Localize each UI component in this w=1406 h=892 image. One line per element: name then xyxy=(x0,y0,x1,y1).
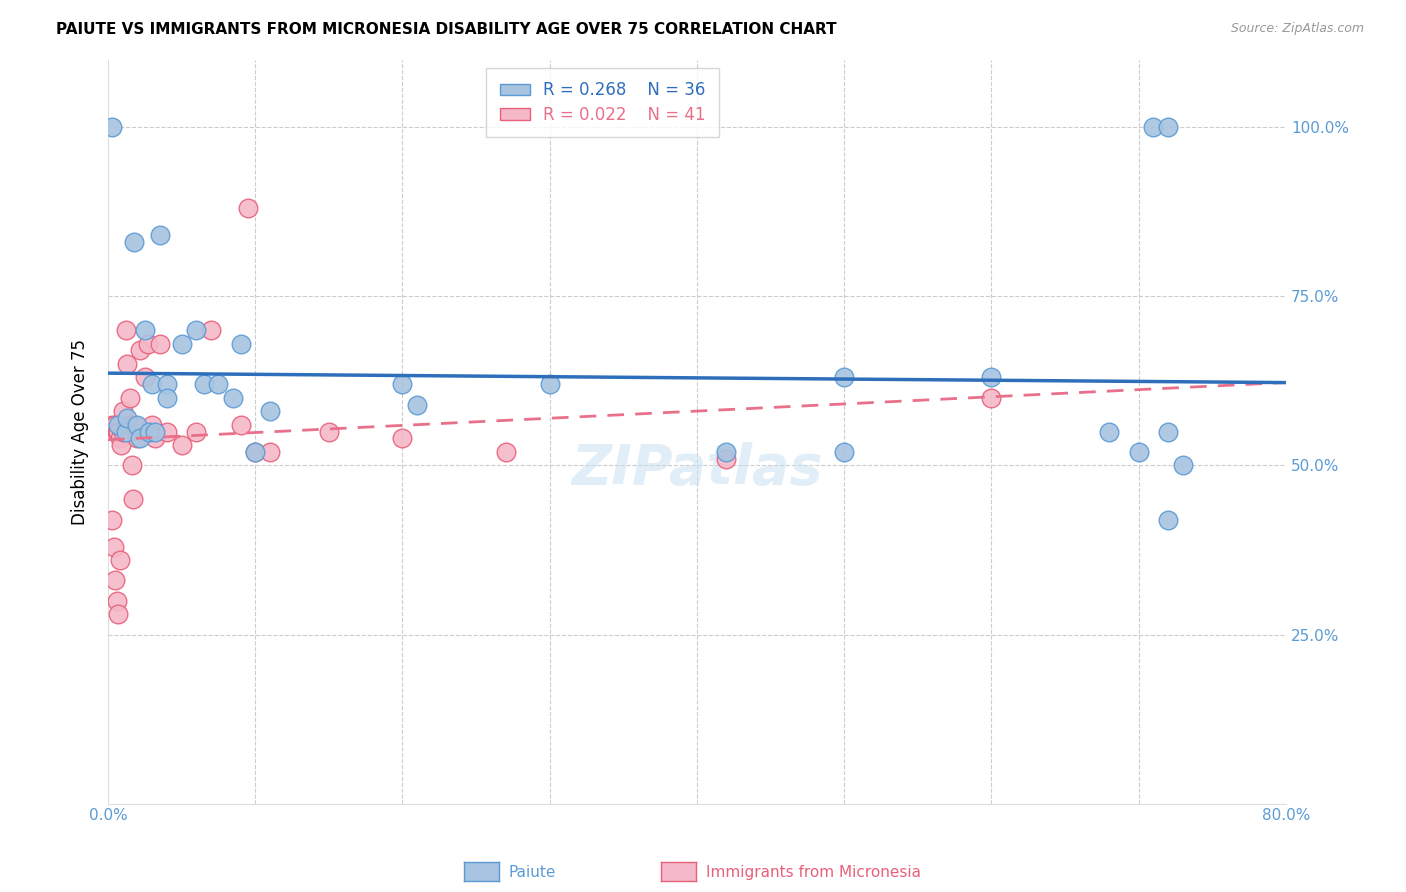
Point xyxy=(156,377,179,392)
Point xyxy=(114,425,136,439)
Point xyxy=(391,377,413,392)
Point xyxy=(156,425,179,439)
Point xyxy=(108,553,131,567)
Point xyxy=(1157,512,1180,526)
Point xyxy=(115,411,138,425)
Point xyxy=(980,391,1002,405)
Y-axis label: Disability Age Over 75: Disability Age Over 75 xyxy=(72,339,89,524)
Point xyxy=(716,445,738,459)
Point xyxy=(200,323,222,337)
Point xyxy=(193,377,215,392)
Point xyxy=(101,417,124,432)
Point xyxy=(229,417,252,432)
Text: Immigrants from Micronesia: Immigrants from Micronesia xyxy=(706,865,921,880)
Point xyxy=(143,431,166,445)
Text: PAIUTE VS IMMIGRANTS FROM MICRONESIA DISABILITY AGE OVER 75 CORRELATION CHART: PAIUTE VS IMMIGRANTS FROM MICRONESIA DIS… xyxy=(56,22,837,37)
Point xyxy=(156,391,179,405)
Point xyxy=(259,445,281,459)
Point xyxy=(229,336,252,351)
Point xyxy=(245,445,267,459)
Point xyxy=(391,431,413,445)
Point xyxy=(143,425,166,439)
Point xyxy=(207,377,229,392)
Point xyxy=(236,202,259,216)
Point xyxy=(222,391,245,405)
Point xyxy=(127,417,149,432)
Point xyxy=(114,323,136,337)
Point xyxy=(107,417,129,432)
Point xyxy=(716,451,738,466)
Point xyxy=(111,404,134,418)
Point xyxy=(148,336,170,351)
Point xyxy=(1098,425,1121,439)
Point xyxy=(134,323,156,337)
Point xyxy=(105,593,128,607)
Point xyxy=(120,391,142,405)
Point xyxy=(115,357,138,371)
Point xyxy=(122,492,145,507)
Point xyxy=(104,574,127,588)
Point xyxy=(129,343,152,358)
Point xyxy=(318,425,340,439)
Point xyxy=(107,607,129,622)
Point xyxy=(1142,120,1164,135)
Point xyxy=(101,512,124,526)
Point xyxy=(103,540,125,554)
Point xyxy=(495,445,517,459)
Point xyxy=(124,235,146,250)
Point xyxy=(980,370,1002,384)
Point xyxy=(406,398,429,412)
Point xyxy=(136,336,159,351)
Point xyxy=(110,438,132,452)
Point xyxy=(1128,445,1150,459)
Point xyxy=(104,417,127,432)
Point xyxy=(1171,458,1194,473)
Point xyxy=(127,431,149,445)
Point xyxy=(141,417,163,432)
Point xyxy=(138,425,160,439)
Point xyxy=(129,431,152,445)
Point xyxy=(832,370,855,384)
Point xyxy=(245,445,267,459)
Point xyxy=(170,438,193,452)
Point xyxy=(170,336,193,351)
Point xyxy=(186,425,208,439)
Legend: R = 0.268    N = 36, R = 0.022    N = 41: R = 0.268 N = 36, R = 0.022 N = 41 xyxy=(486,68,718,137)
Point xyxy=(148,228,170,243)
Text: ZIPatlas: ZIPatlas xyxy=(571,442,823,496)
Point xyxy=(259,404,281,418)
Point xyxy=(107,425,129,439)
Point xyxy=(134,370,156,384)
Point xyxy=(141,377,163,392)
Text: Paiute: Paiute xyxy=(509,865,557,880)
Point xyxy=(124,417,146,432)
Point xyxy=(538,377,561,392)
Point xyxy=(105,425,128,439)
Point xyxy=(108,431,131,445)
Point xyxy=(1157,120,1180,135)
Point xyxy=(121,458,143,473)
Point xyxy=(832,445,855,459)
Point xyxy=(186,323,208,337)
Point xyxy=(120,417,142,432)
Text: Source: ZipAtlas.com: Source: ZipAtlas.com xyxy=(1230,22,1364,36)
Point xyxy=(111,425,134,439)
Point xyxy=(101,120,124,135)
Point xyxy=(1157,425,1180,439)
